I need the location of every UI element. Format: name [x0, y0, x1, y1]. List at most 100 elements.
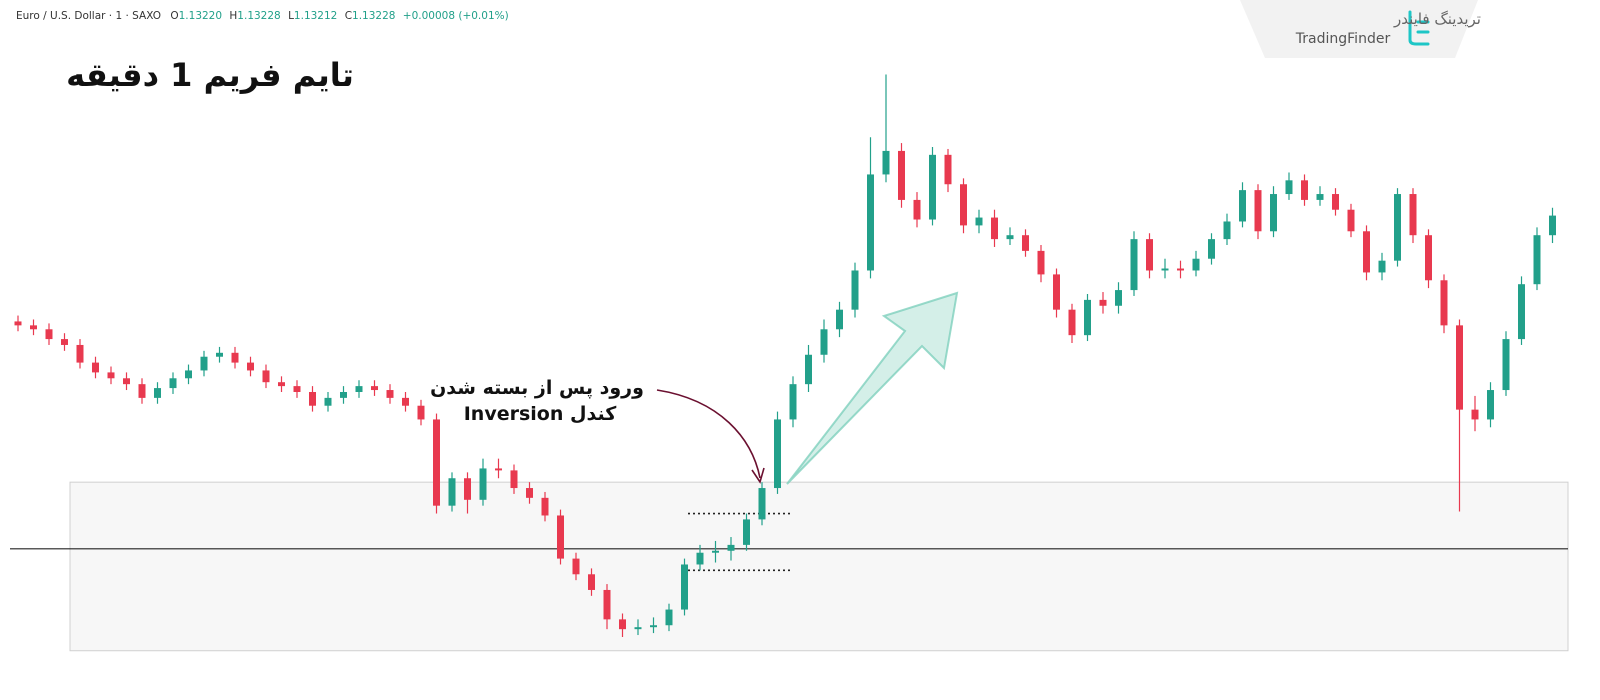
logo-icon — [1408, 10, 1430, 46]
candle-body — [1316, 194, 1324, 200]
candle-body — [1270, 194, 1277, 232]
candle-body — [231, 352, 239, 363]
annotation-line: ورود پس از بسته شدن — [430, 377, 644, 399]
candle-body — [402, 397, 409, 406]
logo-background — [1240, 0, 1478, 58]
candle-body — [61, 339, 68, 345]
candle-body — [1037, 250, 1045, 275]
candle-body — [1223, 221, 1231, 240]
candle-body — [1471, 409, 1479, 420]
candle-body — [1533, 235, 1541, 285]
ohlc-label: H — [229, 10, 237, 22]
candle-body — [1130, 239, 1138, 291]
candle-body — [758, 488, 766, 520]
candle-body — [588, 574, 595, 590]
candle-body — [696, 552, 704, 565]
candle-body — [572, 558, 580, 575]
ohlc-value: 1.13220 — [179, 10, 222, 22]
candle-body — [510, 470, 518, 489]
candle-body — [619, 619, 626, 630]
candle-body — [805, 354, 812, 385]
candle-body — [1053, 274, 1060, 310]
annotation-arrowhead — [751, 467, 765, 484]
candle-body — [1192, 258, 1200, 271]
candle-body — [603, 589, 611, 620]
candle-body — [913, 199, 921, 220]
candle-body — [1146, 239, 1153, 271]
candle-body — [200, 356, 208, 371]
candle-body — [1332, 194, 1339, 210]
candle-body — [247, 362, 254, 371]
candle-body — [1177, 268, 1184, 271]
candle-body — [417, 405, 425, 420]
candle-body — [1409, 194, 1417, 236]
candle-body — [898, 150, 905, 200]
candle-body — [851, 270, 859, 310]
candle-body — [340, 392, 347, 398]
candle-body — [526, 488, 533, 498]
candle-body — [324, 397, 332, 406]
candle-body — [665, 609, 673, 626]
candle-body — [557, 515, 564, 559]
candle-body — [386, 390, 394, 398]
logo-stroke — [1408, 10, 1430, 46]
candle-body — [867, 174, 874, 271]
logo-fa: تریدینگ فایندر — [1393, 10, 1481, 28]
candle-body — [1549, 215, 1556, 236]
candle-body — [1084, 299, 1091, 336]
chart-title: تایم فریم 1 دقیقه — [66, 56, 354, 94]
candle-body — [960, 184, 967, 226]
candle-body — [30, 325, 37, 330]
candle-body — [92, 362, 99, 373]
candle-body — [1285, 180, 1293, 195]
candle-body — [495, 468, 502, 471]
ohlc-label: L — [288, 10, 294, 22]
candle-body — [727, 544, 735, 551]
candle-body — [882, 150, 890, 175]
candle-body — [774, 419, 781, 489]
candle-body — [944, 154, 952, 185]
candle-body — [1099, 299, 1107, 306]
candle-body — [712, 550, 719, 553]
candle-body — [479, 468, 487, 500]
candle-body — [991, 217, 998, 240]
candle-body — [169, 378, 177, 389]
candle-body — [185, 370, 192, 379]
zone-layer — [10, 481, 1569, 652]
candle-body — [1502, 339, 1510, 391]
candle-body — [1440, 280, 1448, 326]
candle-body — [45, 329, 53, 340]
candle-body — [1006, 235, 1014, 240]
candle-body — [836, 309, 843, 330]
candle-body — [448, 478, 456, 506]
logo-en: TradingFinder — [1295, 31, 1391, 47]
symbol-header: Euro / U.S. Dollar · 1 · SAXO O1.13220 H… — [16, 10, 509, 22]
candle-body — [464, 478, 471, 500]
candle-body — [1487, 390, 1494, 420]
candle-body — [216, 352, 223, 357]
candle-body — [123, 378, 130, 385]
candle-body — [293, 386, 301, 392]
candle-body — [1254, 190, 1262, 232]
ohlc-value: 1.13228 — [352, 10, 395, 22]
candle-body — [1425, 235, 1432, 281]
candle-body — [154, 388, 161, 398]
candle-body — [1518, 284, 1525, 340]
annotation-arrow — [656, 389, 761, 479]
candle-body — [743, 519, 750, 545]
candle-body — [433, 419, 440, 506]
ohlc-value: 1.13212 — [294, 10, 337, 22]
candle-body — [262, 370, 270, 383]
annotation-line: کندل Inversion — [464, 403, 617, 425]
candle-body — [1068, 309, 1076, 336]
candle-body — [820, 329, 828, 355]
candle-body — [681, 564, 688, 610]
candle-body — [650, 625, 657, 628]
candle-body — [975, 217, 983, 226]
candle-body — [1115, 290, 1122, 306]
candle-body — [634, 627, 642, 630]
candle-body — [1363, 231, 1370, 273]
candle-layer — [14, 74, 1556, 637]
